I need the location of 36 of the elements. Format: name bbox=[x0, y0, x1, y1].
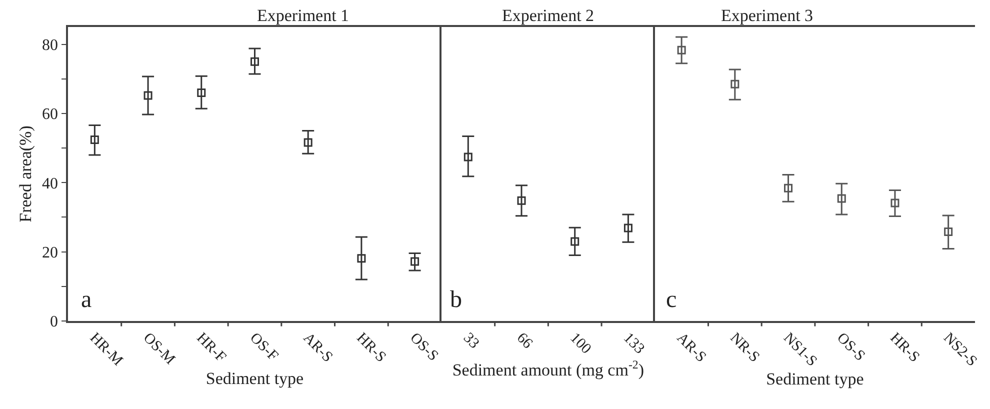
point bbox=[464, 152, 472, 162]
y-tick-label: 0 bbox=[50, 314, 58, 331]
y-tick-label: 60 bbox=[42, 106, 58, 124]
y-axis-title: Freed area(%) bbox=[16, 126, 36, 222]
point bbox=[944, 228, 953, 236]
x-tick-label: 133 bbox=[620, 330, 648, 358]
point bbox=[357, 254, 366, 263]
x-tick-label: 100 bbox=[566, 330, 594, 358]
point bbox=[144, 91, 152, 100]
annotation: c bbox=[666, 287, 677, 313]
point bbox=[784, 184, 793, 192]
point bbox=[90, 136, 99, 144]
point bbox=[250, 57, 259, 66]
point bbox=[304, 138, 312, 147]
point bbox=[890, 198, 900, 208]
chart-title: Experiment 2 bbox=[502, 6, 594, 25]
y-tick-label: 80 bbox=[42, 36, 58, 54]
x-axis-title: Sediment amount (mg cm$^{-2}$) bbox=[452, 357, 644, 380]
point bbox=[570, 237, 580, 246]
chart-title: Experiment 3 bbox=[721, 6, 814, 25]
x-tick-label: OS-F bbox=[246, 330, 281, 364]
point bbox=[197, 88, 206, 97]
point bbox=[624, 224, 632, 232]
annotation: a bbox=[81, 287, 92, 313]
x-axis-title: Sediment type bbox=[766, 370, 864, 389]
y-tick-label: 40 bbox=[42, 175, 58, 192]
x-axis-title: Sediment type bbox=[206, 368, 304, 388]
point bbox=[837, 194, 846, 203]
x-tick-label: 66 bbox=[513, 330, 536, 352]
point bbox=[677, 46, 686, 54]
y-tick-label: 20 bbox=[42, 244, 58, 262]
point bbox=[730, 80, 740, 88]
x-tick-label: 33 bbox=[460, 330, 482, 352]
point bbox=[517, 196, 526, 205]
annotation: b bbox=[450, 287, 462, 313]
chart-title: Experiment 1 bbox=[257, 6, 350, 25]
